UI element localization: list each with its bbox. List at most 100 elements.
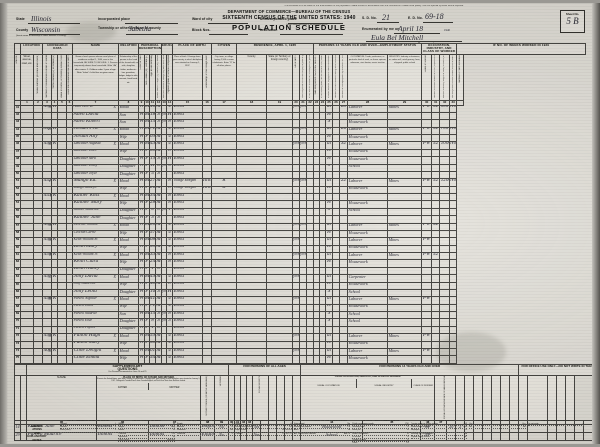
cell-street[interactable] — [20, 296, 34, 305]
cell-wks[interactable] — [431, 333, 441, 342]
cell-cls[interactable] — [421, 325, 433, 335]
cell-school[interactable]: yes — [161, 311, 168, 320]
cell-wks[interactable] — [431, 148, 441, 158]
cell-house[interactable] — [33, 355, 43, 364]
cell-oth[interactable] — [449, 266, 458, 276]
cell-c26[interactable] — [332, 170, 341, 180]
cell-house[interactable] — [33, 104, 43, 114]
cell-street[interactable] — [20, 347, 34, 357]
cell-name[interactable]: Keith William Sr. X — [72, 237, 119, 246]
cell-occ[interactable]: Laborer — [347, 347, 389, 357]
cell-rel[interactable]: Daughter — [118, 318, 139, 327]
cell-ind[interactable]: Mines — [387, 126, 423, 136]
cell-ms[interactable]: M — [154, 252, 163, 261]
cell-cnty[interactable] — [236, 170, 268, 180]
cell-c25[interactable] — [325, 193, 334, 202]
cell-visit[interactable]: 451304 — [42, 141, 52, 150]
cell-city[interactable] — [211, 200, 238, 209]
cell-cls[interactable] — [421, 274, 433, 283]
cell-oth[interactable] — [449, 274, 458, 283]
cell-house[interactable] — [33, 266, 43, 276]
cell-c21[interactable] — [299, 237, 308, 246]
cell-city[interactable] — [211, 134, 238, 143]
cell-sex[interactable]: F — [144, 303, 150, 313]
cell-c21[interactable] — [299, 347, 308, 357]
cell-name[interactable]: Cecchin William X — [72, 222, 119, 232]
cell-race[interactable]: W — [138, 252, 145, 261]
cell-ms[interactable]: S — [154, 163, 163, 173]
cell-ind[interactable] — [387, 185, 423, 195]
cell-wks[interactable] — [431, 259, 441, 268]
cell-cnty[interactable] — [236, 134, 268, 143]
cell-c21[interactable] — [299, 156, 308, 165]
cell-c26[interactable] — [332, 274, 341, 283]
cell-house[interactable] — [33, 148, 43, 158]
cell-ind[interactable] — [387, 281, 423, 291]
cell-wks[interactable]: 52 — [431, 252, 441, 261]
cell-occ[interactable]: Housework — [347, 156, 389, 165]
cell-ind[interactable]: Mines — [387, 141, 423, 150]
cell-wks[interactable]: 52 — [431, 178, 441, 187]
cell-name[interactable]: Lancaster Sara — [72, 156, 119, 165]
cell-c21[interactable] — [299, 119, 308, 128]
cell-cnty[interactable] — [236, 347, 268, 357]
cell-race[interactable]: W — [138, 229, 145, 239]
cell-sex[interactable]: F — [144, 134, 150, 143]
cell-cnty[interactable] — [236, 222, 268, 232]
cell-st[interactable] — [266, 200, 294, 209]
cell-grade[interactable]: 8 — [166, 185, 174, 195]
cell-race[interactable]: W — [138, 156, 145, 165]
cell-c25[interactable]: S — [325, 119, 334, 128]
cell-value[interactable] — [57, 170, 67, 180]
cell-occ[interactable] — [347, 193, 389, 202]
cell-race[interactable]: W — [138, 163, 145, 173]
cell-grade[interactable]: 4 — [166, 104, 174, 114]
cell-cnty[interactable] — [236, 340, 268, 350]
cell-c26[interactable] — [332, 259, 341, 268]
cell-age[interactable]: 58 — [149, 340, 156, 350]
cell-wage[interactable] — [439, 274, 451, 283]
cell-c27[interactable] — [339, 259, 349, 268]
cell-c25[interactable]: H — [325, 185, 334, 195]
cell-st[interactable] — [266, 237, 294, 246]
cell-occ[interactable] — [347, 266, 389, 276]
cell-ind[interactable] — [387, 311, 423, 320]
cell-street[interactable] — [20, 207, 34, 217]
cell-pob[interactable]: Iowa — [172, 215, 204, 224]
cell-sex[interactable]: M — [144, 126, 150, 136]
cell-own[interactable]: R — [51, 347, 58, 357]
cell-street[interactable] — [20, 333, 34, 342]
cell-city[interactable] — [211, 318, 238, 327]
cell-sex[interactable]: F — [144, 207, 150, 217]
cell-wage[interactable]: 1200 — [439, 178, 451, 187]
cell-house[interactable] — [33, 141, 43, 150]
cell-sex[interactable]: M — [144, 252, 150, 261]
cell-sex[interactable]: F — [144, 170, 150, 180]
cell-c27[interactable] — [339, 156, 349, 165]
cell-cnty[interactable] — [236, 281, 268, 291]
cell-c27[interactable]: 26 — [339, 126, 349, 136]
cell-race[interactable]: W — [138, 170, 145, 180]
table-row[interactable]: 65 Jolly Katherine Wife W F 48 M 8 Iowa H Housewor… — [14, 281, 586, 291]
cell-house[interactable] — [33, 185, 43, 195]
cell-occ[interactable]: Laborer — [347, 141, 389, 150]
cell-sex[interactable]: M — [144, 296, 150, 305]
cell-visit[interactable]: 45212 — [42, 178, 52, 187]
cell-c27[interactable] — [339, 340, 349, 350]
cell-rel[interactable]: Head — [118, 178, 139, 187]
cell-pob[interactable]: Iowa — [172, 119, 204, 128]
cell-age[interactable]: 48 — [149, 281, 156, 291]
cell-age[interactable]: 68 — [149, 237, 156, 246]
cell-city[interactable] — [211, 259, 238, 268]
cell-c27[interactable] — [339, 355, 349, 364]
cell-cnty[interactable] — [236, 259, 268, 268]
cell-oth[interactable] — [449, 134, 458, 143]
cell-c26[interactable] — [332, 215, 341, 224]
cell-c26[interactable] — [332, 340, 341, 350]
cell-race[interactable]: W — [138, 104, 145, 114]
cell-c27[interactable] — [339, 303, 349, 313]
cell-ms[interactable]: S — [154, 156, 163, 165]
enumerated-date[interactable]: April 18 — [398, 24, 424, 33]
cell-c26[interactable] — [332, 185, 341, 195]
sheet-number-value[interactable]: 5 B — [566, 15, 579, 26]
